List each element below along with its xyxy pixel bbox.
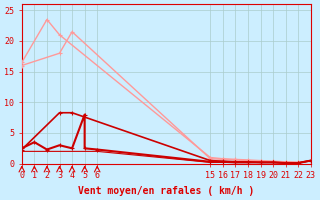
X-axis label: Vent moyen/en rafales ( km/h ): Vent moyen/en rafales ( km/h ) [78, 186, 254, 196]
